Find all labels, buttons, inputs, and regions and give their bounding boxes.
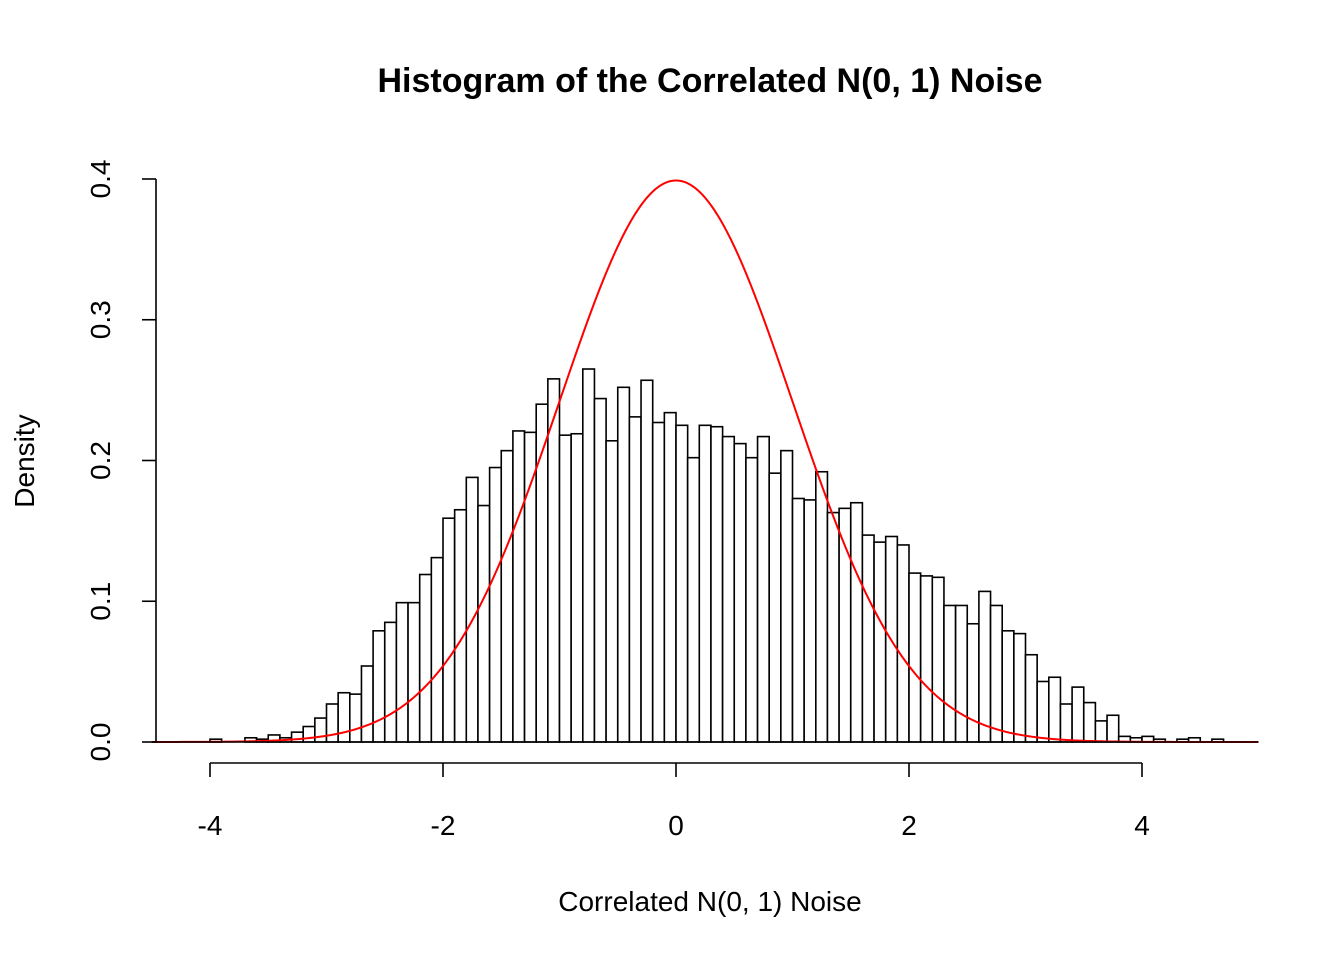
histogram-bar	[1106, 714, 1120, 743]
histogram-bar	[465, 476, 479, 743]
histogram-bar	[721, 435, 736, 743]
histogram-bars	[209, 368, 1225, 743]
y-tick-label: 0.1	[85, 582, 116, 621]
histogram-bar	[558, 434, 572, 743]
histogram-bar	[1048, 676, 1062, 743]
histogram-bar	[861, 534, 875, 743]
histogram-bar	[407, 601, 421, 743]
histogram-bar	[302, 725, 316, 743]
histogram-bar	[477, 504, 491, 743]
histogram-bar	[395, 601, 409, 743]
histogram-bar	[1001, 630, 1015, 743]
histogram-bar	[710, 425, 724, 743]
y-axis: 0.0 0.1 0.2 0.3 0.4	[85, 160, 157, 762]
histogram-bar	[978, 590, 992, 743]
histogram-bar	[581, 368, 596, 743]
histogram-bar	[745, 456, 759, 743]
histogram-bar	[360, 665, 374, 743]
histogram-bar	[1082, 701, 1097, 743]
x-tick-label: 2	[901, 810, 917, 841]
y-tick-label: 0.0	[85, 723, 116, 762]
histogram-bar	[931, 576, 945, 743]
y-tick-label: 0.3	[85, 300, 116, 339]
histogram-bar	[1024, 653, 1038, 743]
x-tick-label: 4	[1134, 810, 1150, 841]
histogram-bar	[919, 575, 934, 743]
histogram-bar	[966, 622, 980, 743]
histogram-bar	[780, 449, 794, 743]
x-axis: -4 -2 0 2 4	[198, 762, 1150, 841]
histogram-bar	[826, 511, 840, 743]
y-axis-label: Density	[9, 414, 40, 507]
histogram-bar	[453, 508, 468, 743]
histogram-bar	[430, 556, 444, 743]
histogram-bar	[1071, 686, 1085, 743]
x-axis-label: Correlated N(0, 1) Noise	[558, 886, 861, 917]
histogram-bar	[791, 497, 805, 743]
histogram-bar	[1094, 720, 1108, 743]
histogram-bar	[500, 449, 514, 743]
histogram-bar	[698, 424, 712, 743]
histogram-bar	[314, 717, 328, 743]
histogram-bar	[570, 432, 584, 743]
histogram-bar	[383, 621, 398, 743]
histogram-bar	[954, 604, 969, 743]
x-tick-label: -4	[198, 810, 223, 841]
y-tick-label: 0.4	[85, 160, 116, 199]
histogram-bar	[372, 630, 386, 743]
histogram-bar	[290, 731, 304, 743]
histogram-bar	[651, 421, 666, 743]
x-tick-label: 0	[668, 810, 684, 841]
normal-density-curve	[151, 179, 1259, 743]
y-tick-label: 0.2	[85, 441, 116, 480]
histogram-bar	[663, 411, 677, 743]
histogram-bar	[337, 691, 351, 743]
histogram-bar	[814, 470, 829, 743]
histogram-bar	[605, 439, 619, 743]
histogram-bar	[733, 442, 747, 743]
histogram-bar	[908, 572, 922, 743]
histogram-bar	[756, 435, 770, 743]
histogram-bar	[989, 604, 1003, 743]
histogram-bar	[628, 416, 642, 743]
histogram-bar	[1059, 703, 1073, 743]
histogram-bar	[686, 456, 701, 743]
histogram-bar	[616, 386, 631, 743]
histogram-bar	[442, 517, 456, 743]
histogram-bar	[640, 379, 654, 743]
histogram-bar	[348, 693, 363, 743]
histogram-bar	[896, 544, 910, 743]
x-tick-label: -2	[431, 810, 456, 841]
histogram-bar	[418, 573, 433, 743]
histogram-bar	[512, 430, 526, 743]
histogram-bar	[593, 397, 607, 743]
histogram-bar	[523, 431, 537, 743]
histogram-bar	[768, 472, 782, 743]
histogram-bar	[873, 541, 887, 743]
histogram-bar	[1013, 632, 1027, 743]
chart-title: Histogram of the Correlated N(0, 1) Nois…	[377, 62, 1042, 100]
histogram-bar	[803, 499, 817, 743]
histogram-bar	[943, 604, 957, 743]
histogram-bar	[488, 466, 503, 743]
histogram-bar	[1036, 680, 1050, 743]
histogram-bar	[675, 424, 689, 743]
histogram-bar	[849, 501, 864, 743]
